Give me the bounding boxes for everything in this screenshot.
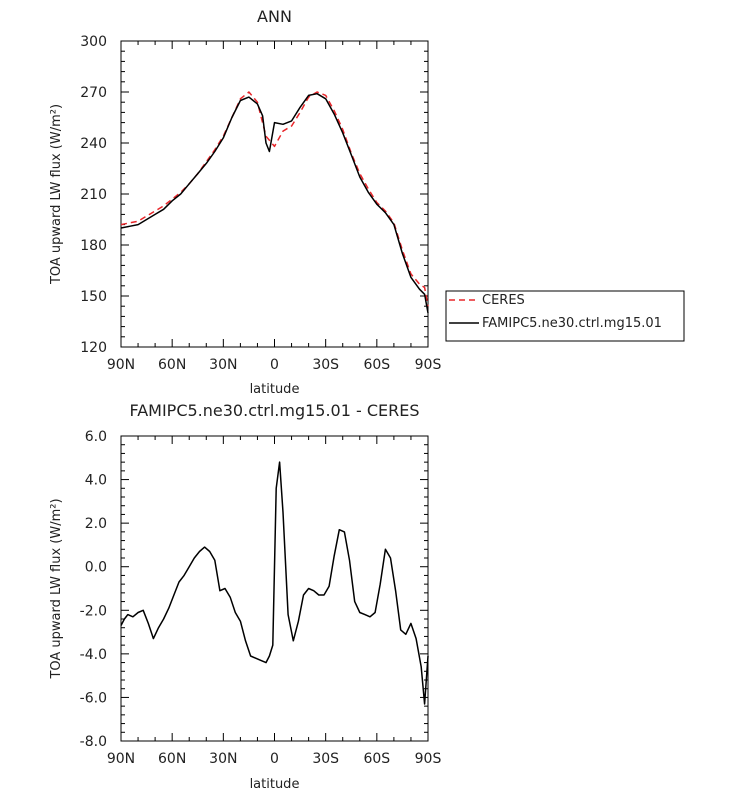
x-tick-label: 60N [158,357,186,373]
y-tick-label: -2.0 [80,603,107,619]
y-tick-label: 6.0 [85,429,107,445]
x-tick-label: 30N [209,751,237,767]
legend-entry-label: CERES [482,293,525,308]
y-tick-label: 120 [80,340,107,356]
y-tick-label: 180 [80,238,107,254]
y-tick-label: 4.0 [85,473,107,489]
y-tick-label: -4.0 [80,647,107,663]
x-tick-label: 60N [158,751,186,767]
x-tick-label: 30S [312,751,339,767]
x-tick-label: 90S [415,357,442,373]
x-tick-label: 30S [312,357,339,373]
x-tick-label: 0 [270,357,279,373]
y-axis-label: TOA upward LW flux (W/m²) [49,104,64,285]
y-tick-label: 210 [80,187,107,203]
y-tick-label: 0.0 [85,560,107,576]
y-tick-label: -6.0 [80,690,107,706]
x-tick-label: 0 [270,751,279,767]
series-line-ceres [120,91,429,307]
x-tick-label: 60S [363,357,390,373]
y-tick-label: 300 [80,34,107,50]
legend-entry-label: FAMIPC5.ne30.ctrl.mg15.01 [482,316,662,331]
y-tick-label: -8.0 [80,734,107,750]
bottom-chart: 90N 60N 30N 0 30S 60S 90S 6.0 4.0 2.0 0.0 -2.0 -4.0 -… [49,401,441,792]
y-tick-label: 270 [80,85,107,101]
x-tick-label: 90S [415,751,442,767]
x-axis-label: latitude [250,777,300,792]
x-tick-label: 90N [107,751,135,767]
y-tick-label: 240 [80,136,107,152]
series-line-famipc5-ne30-ctrl-mg15-01 [120,92,429,314]
y-tick-label: 2.0 [85,516,107,532]
x-axis-label: latitude [250,382,300,397]
top-chart: 90N 60N 30N 0 30S 60S 90S 300 270 240 210 180 150 120… [49,7,441,397]
chart-title: ANN [257,7,292,26]
x-tick-label: 60S [363,751,390,767]
x-tick-label: 90N [107,357,135,373]
chart-title: FAMIPC5.ne30.ctrl.mg15.01 - CERES [129,401,419,420]
y-axis-label: TOA upward LW flux (W/m²) [49,498,64,679]
plot-frame [120,40,429,348]
legend: CERES FAMIPC5.ne30.ctrl.mg15.01 [445,290,685,342]
series-line-0 [120,461,429,705]
x-tick-label: 30N [209,357,237,373]
legend-box [445,290,685,342]
y-tick-label: 150 [80,289,107,305]
